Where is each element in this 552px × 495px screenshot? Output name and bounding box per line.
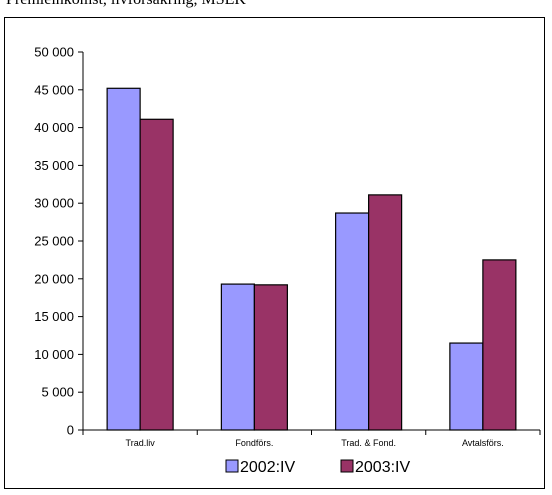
y-tick-label: 25 000 bbox=[34, 234, 74, 249]
bar-2 bbox=[368, 194, 403, 431]
y-tick-label: 45 000 bbox=[34, 82, 74, 97]
legend-swatch bbox=[340, 459, 354, 473]
bar-1 bbox=[335, 212, 370, 431]
y-tick-label: 30 000 bbox=[34, 196, 74, 211]
bar-1 bbox=[106, 87, 141, 431]
legend-swatch bbox=[225, 459, 239, 473]
chart-title: Premieinkomst, livförsäkring, MSEK bbox=[6, 0, 246, 9]
y-tick-label: 0 bbox=[67, 423, 74, 438]
bar-2 bbox=[482, 259, 517, 431]
bar-1 bbox=[220, 283, 255, 431]
y-tick-label: 15 000 bbox=[34, 309, 74, 324]
legend-label: 2003:IV bbox=[355, 459, 410, 476]
y-tick-label: 40 000 bbox=[34, 120, 74, 135]
legend-label: 2002:IV bbox=[240, 459, 295, 476]
y-tick-label: 20 000 bbox=[34, 271, 74, 286]
y-tick-label: 5 000 bbox=[41, 385, 74, 400]
bar-2 bbox=[139, 118, 174, 431]
x-tick-label: Avtalsförs. bbox=[462, 438, 504, 448]
x-tick-label: Trad. & Fond. bbox=[341, 438, 396, 448]
bar-2 bbox=[253, 284, 288, 431]
y-tick-label: 35 000 bbox=[34, 158, 74, 173]
y-tick-label: 10 000 bbox=[34, 347, 74, 362]
y-tick-label: 50 000 bbox=[34, 45, 74, 60]
x-tick-label: Fondförs. bbox=[235, 438, 273, 448]
x-tick-label: Trad.liv bbox=[126, 438, 156, 448]
bar-1 bbox=[449, 342, 484, 431]
chart-frame bbox=[4, 17, 545, 489]
